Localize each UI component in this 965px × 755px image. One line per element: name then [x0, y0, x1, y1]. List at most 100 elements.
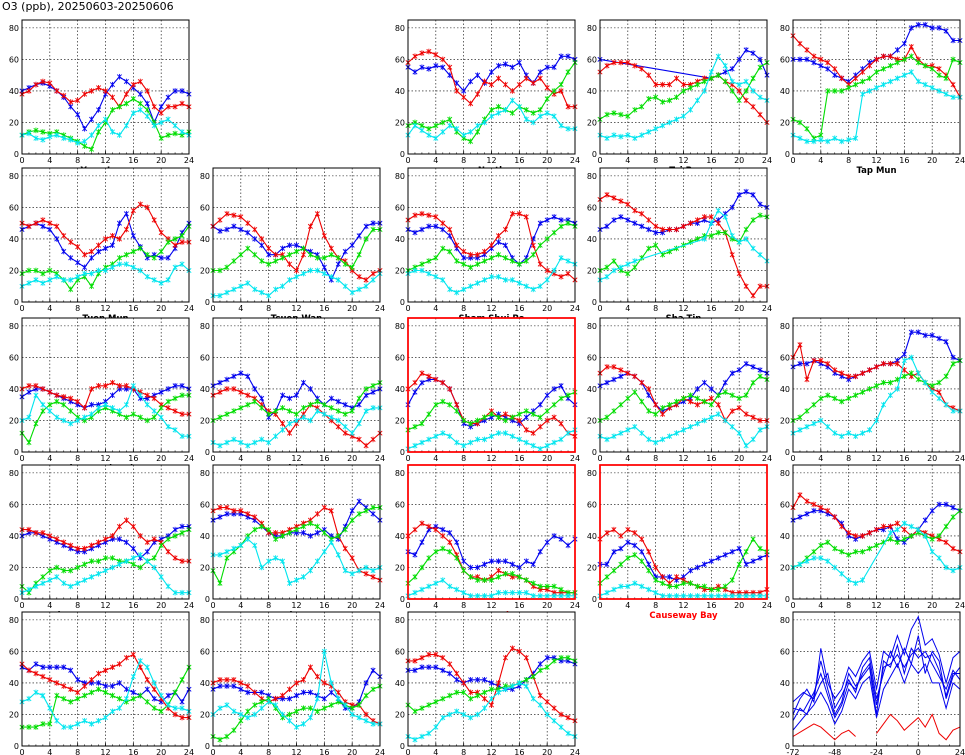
- chart-kwun-tong: 04812162024020406080Kwun Tong: [587, 317, 772, 474]
- data-point-cyan: [89, 132, 95, 138]
- data-point-blue: [321, 264, 327, 271]
- x-tick-label: 0: [597, 156, 602, 165]
- x-tick-label: 24: [762, 156, 772, 165]
- y-tick-label: 60: [200, 353, 210, 362]
- chart-southern: 04812162024020406080Southern: [395, 611, 580, 755]
- data-point-red: [75, 97, 81, 104]
- data-point-blue: [231, 223, 237, 230]
- y-tick-label: 20: [395, 266, 405, 275]
- y-tick-label: 20: [587, 416, 597, 425]
- x-tick-label: 20: [734, 601, 744, 610]
- data-point-green: [130, 248, 136, 255]
- data-point-blue: [75, 111, 81, 118]
- data-point-blue: [943, 28, 949, 34]
- x-tick-label: 4: [433, 601, 438, 610]
- y-tick-label: 40: [395, 385, 405, 394]
- data-point-red: [502, 81, 508, 88]
- data-point-cyan: [488, 113, 495, 119]
- data-point-blue: [130, 232, 136, 239]
- y-tick-label: 60: [9, 203, 19, 212]
- data-point-cyan: [908, 69, 914, 75]
- y-tick-label: 40: [395, 87, 405, 96]
- data-point-cyan: [660, 122, 666, 129]
- chart-yuen-long: 04812162024020406080Yuen Long: [9, 19, 194, 176]
- data-point-red: [165, 103, 171, 110]
- data-point-red: [839, 75, 845, 82]
- x-tick-label: 16: [128, 454, 138, 463]
- x-tick-label: 4: [625, 601, 630, 610]
- x-tick-label: 4: [47, 748, 52, 755]
- data-point-blue: [116, 220, 122, 226]
- data-point-blue: [47, 226, 53, 233]
- data-point-cyan: [544, 110, 550, 116]
- y-tick-label: 0: [14, 448, 19, 457]
- data-point-green: [116, 103, 122, 110]
- data-point-cyan: [47, 277, 53, 283]
- data-point-blue: [412, 69, 418, 75]
- y-tick-label: 40: [9, 385, 19, 394]
- data-point-green: [130, 96, 136, 102]
- data-point-cyan: [54, 273, 60, 280]
- y-tick-label: 60: [200, 500, 210, 509]
- data-point-red: [860, 69, 866, 75]
- data-point-red: [887, 53, 893, 60]
- data-point-green: [604, 111, 610, 118]
- data-point-blue: [370, 220, 376, 226]
- data-point-red: [293, 267, 300, 274]
- data-point-red: [440, 56, 446, 63]
- y-tick-label: 0: [400, 150, 405, 159]
- y-tick-label: 0: [592, 448, 597, 457]
- x-tick-label: 12: [871, 156, 881, 165]
- data-point-blue: [96, 248, 102, 255]
- data-point-green: [915, 59, 921, 66]
- data-point-cyan: [853, 135, 859, 142]
- y-tick-label: 20: [200, 266, 210, 275]
- data-point-red: [509, 88, 515, 94]
- plot-border: [21, 19, 190, 155]
- data-point-red: [273, 251, 279, 258]
- data-point-red: [109, 94, 115, 101]
- data-point-green: [825, 88, 831, 94]
- data-point-red: [639, 66, 645, 72]
- x-tick-label: 8: [461, 601, 466, 610]
- x-tick-label: 8: [846, 454, 851, 463]
- data-point-green: [660, 99, 666, 105]
- data-point-red: [618, 59, 624, 66]
- data-point-cyan: [137, 107, 143, 113]
- chart-tung-chung: 04812162024020406080Tung Chung: [9, 611, 194, 755]
- chart-north: 04812162024020406080North: [395, 19, 580, 176]
- y-tick-label: 0: [14, 742, 19, 751]
- y-tick-label: 60: [9, 55, 19, 64]
- data-point-green: [729, 88, 735, 94]
- data-point-cyan: [75, 273, 81, 280]
- data-point-cyan: [936, 88, 942, 94]
- data-point-blue: [475, 72, 481, 78]
- data-point-green: [639, 103, 645, 110]
- data-point-cyan: [33, 277, 39, 283]
- data-point-cyan: [551, 113, 557, 119]
- data-point-green: [565, 69, 571, 75]
- y-tick-label: 40: [200, 235, 210, 244]
- data-point-cyan: [172, 122, 178, 129]
- data-point-red: [495, 75, 501, 82]
- x-tick-label: 12: [291, 601, 301, 610]
- y-tick-label: 60: [587, 203, 597, 212]
- x-tick-label: 20: [542, 304, 552, 313]
- data-point-cyan: [687, 107, 693, 113]
- y-tick-label: 40: [200, 385, 210, 394]
- data-point-green: [867, 75, 873, 82]
- data-point-red: [757, 111, 763, 118]
- data-point-red: [40, 217, 46, 223]
- data-point-green: [89, 146, 95, 153]
- data-point-blue: [565, 53, 571, 60]
- data-point-cyan: [565, 125, 571, 132]
- x-tick-label: 16: [899, 454, 909, 463]
- y-tick-label: 80: [395, 172, 405, 181]
- data-point-red: [604, 62, 610, 69]
- data-point-red: [179, 100, 185, 107]
- data-point-red: [137, 201, 143, 208]
- data-point-blue: [61, 248, 67, 255]
- x-tick-label: 20: [156, 156, 166, 165]
- y-tick-label: 60: [395, 55, 405, 64]
- data-point-green: [750, 75, 756, 82]
